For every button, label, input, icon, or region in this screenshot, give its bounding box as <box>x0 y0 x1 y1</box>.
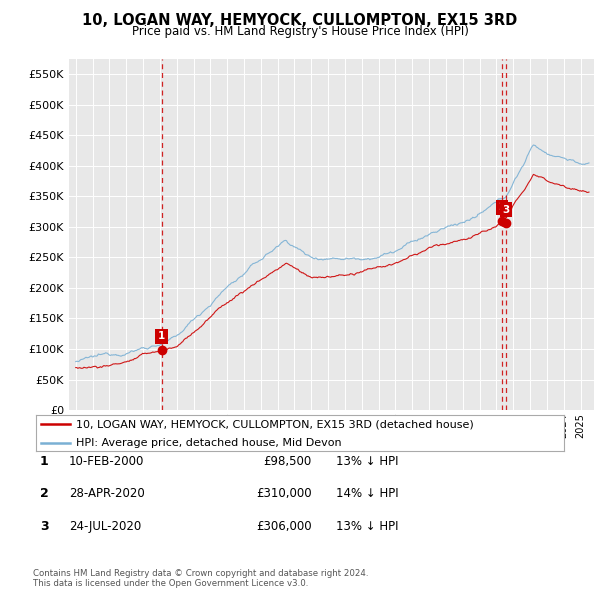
Text: £306,000: £306,000 <box>256 520 312 533</box>
Text: 10, LOGAN WAY, HEMYOCK, CULLOMPTON, EX15 3RD: 10, LOGAN WAY, HEMYOCK, CULLOMPTON, EX15… <box>82 13 518 28</box>
Text: 10-FEB-2000: 10-FEB-2000 <box>69 455 145 468</box>
Text: Price paid vs. HM Land Registry's House Price Index (HPI): Price paid vs. HM Land Registry's House … <box>131 25 469 38</box>
Text: 1: 1 <box>158 332 166 342</box>
Text: £98,500: £98,500 <box>264 455 312 468</box>
Text: 2: 2 <box>499 202 506 212</box>
Text: Contains HM Land Registry data © Crown copyright and database right 2024.
This d: Contains HM Land Registry data © Crown c… <box>33 569 368 588</box>
Text: 28-APR-2020: 28-APR-2020 <box>69 487 145 500</box>
Text: 14% ↓ HPI: 14% ↓ HPI <box>336 487 398 500</box>
Text: 2: 2 <box>40 487 49 500</box>
Text: 13% ↓ HPI: 13% ↓ HPI <box>336 520 398 533</box>
Text: £310,000: £310,000 <box>256 487 312 500</box>
Text: 3: 3 <box>502 205 509 215</box>
Text: 24-JUL-2020: 24-JUL-2020 <box>69 520 141 533</box>
Text: 13% ↓ HPI: 13% ↓ HPI <box>336 455 398 468</box>
Text: 10, LOGAN WAY, HEMYOCK, CULLOMPTON, EX15 3RD (detached house): 10, LOGAN WAY, HEMYOCK, CULLOMPTON, EX15… <box>76 419 473 430</box>
Text: 1: 1 <box>40 455 49 468</box>
Text: HPI: Average price, detached house, Mid Devon: HPI: Average price, detached house, Mid … <box>76 438 341 448</box>
Text: 3: 3 <box>40 520 49 533</box>
